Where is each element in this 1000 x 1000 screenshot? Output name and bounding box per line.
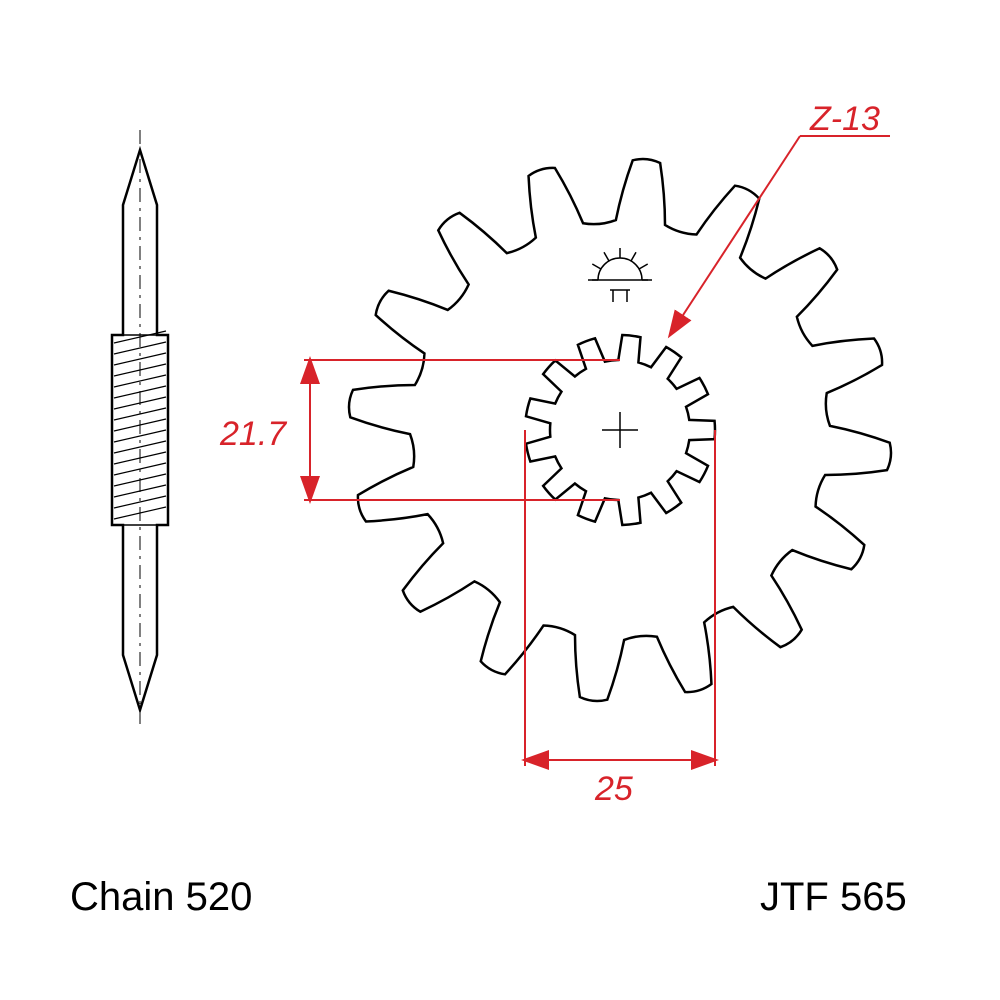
- part-number-label: JTF 565: [760, 875, 907, 919]
- dimension-annotations: 21.7 25 Z-13: [219, 100, 890, 808]
- side-profile-view: [112, 130, 168, 730]
- dim-spline: Z-13: [809, 100, 880, 138]
- sprocket-front-view: [349, 159, 891, 701]
- dim-bore: 21.7: [219, 415, 287, 453]
- drawing-canvas: 21.7 25 Z-13 Chain 520 JTF 565: [0, 0, 1000, 1000]
- jt-logo-icon: [588, 248, 652, 302]
- chain-label: Chain 520: [70, 875, 252, 919]
- dim-outer: 25: [594, 770, 633, 808]
